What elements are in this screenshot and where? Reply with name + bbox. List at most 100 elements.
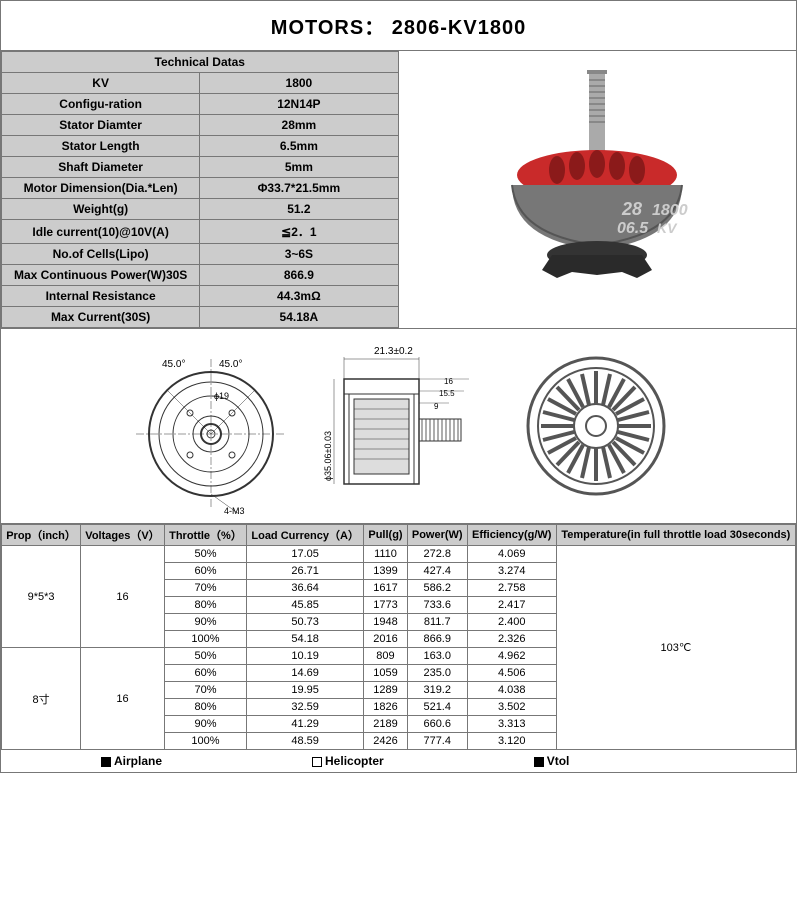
throttle-cell: 90% <box>164 716 246 733</box>
throttle-cell: 80% <box>164 699 246 716</box>
svg-text:ϕ19: ϕ19 <box>214 391 229 401</box>
current-cell: 19.95 <box>247 682 364 699</box>
current-cell: 50.73 <box>247 614 364 631</box>
pull-cell: 2016 <box>364 631 407 648</box>
spec-label: No.of Cells(Lipo) <box>2 244 200 265</box>
spec-label: Max Current(30S) <box>2 307 200 328</box>
eff-cell: 4.506 <box>467 665 556 682</box>
product-image: 28 06.5 1800 KV <box>399 51 797 328</box>
svg-text:9: 9 <box>434 402 439 411</box>
voltage-cell: 16 <box>81 546 165 648</box>
spec-value: 12N14P <box>200 94 398 115</box>
spec-label: Stator Diamter <box>2 115 200 136</box>
throttle-cell: 100% <box>164 733 246 750</box>
checkbox-empty-icon <box>312 757 322 767</box>
spec-value: 1800 <box>200 73 398 94</box>
power-cell: 319.2 <box>407 682 467 699</box>
spec-label: Configu-ration <box>2 94 200 115</box>
current-cell: 45.85 <box>247 597 364 614</box>
current-cell: 41.29 <box>247 716 364 733</box>
spec-value: 44.3mΩ <box>200 286 398 307</box>
svg-text:45.0°: 45.0° <box>219 359 242 370</box>
airplane-option: Airplane <box>101 754 162 768</box>
eff-cell: 4.038 <box>467 682 556 699</box>
eff-cell: 3.120 <box>467 733 556 750</box>
perf-header: Pull(g) <box>364 525 407 546</box>
eff-cell: 3.313 <box>467 716 556 733</box>
spec-label: KV <box>2 73 200 94</box>
svg-text:1800: 1800 <box>652 202 688 219</box>
throttle-cell: 100% <box>164 631 246 648</box>
power-cell: 660.6 <box>407 716 467 733</box>
datasheet-container: MOTORS： 2806-KV1800 Technical Datas KV18… <box>0 0 797 773</box>
spec-label: Internal Resistance <box>2 286 200 307</box>
helicopter-option: Helicopter <box>312 754 384 768</box>
voltage-cell: 16 <box>81 648 165 750</box>
power-cell: 163.0 <box>407 648 467 665</box>
pull-cell: 1289 <box>364 682 407 699</box>
svg-text:21.3±0.2: 21.3±0.2 <box>374 346 413 357</box>
spec-value: 3~6S <box>200 244 398 265</box>
eff-cell: 2.400 <box>467 614 556 631</box>
eff-cell: 2.758 <box>467 580 556 597</box>
svg-text:4-M3: 4-M3 <box>224 506 245 514</box>
power-cell: 811.7 <box>407 614 467 631</box>
current-cell: 10.19 <box>247 648 364 665</box>
power-cell: 733.6 <box>407 597 467 614</box>
vtol-option: Vtol <box>534 754 570 768</box>
pull-cell: 809 <box>364 648 407 665</box>
spec-label: Weight(g) <box>2 199 200 220</box>
spec-value: 51.2 <box>200 199 398 220</box>
page-title: MOTORS： 2806-KV1800 <box>1 1 796 50</box>
svg-text:ϕ35.06±0.03: ϕ35.06±0.03 <box>323 430 333 480</box>
current-cell: 14.69 <box>247 665 364 682</box>
current-cell: 26.71 <box>247 563 364 580</box>
checkbox-filled-icon <box>534 757 544 767</box>
checkbox-filled-icon <box>101 757 111 767</box>
eff-cell: 3.274 <box>467 563 556 580</box>
spec-value: 866.9 <box>200 265 398 286</box>
power-cell: 427.4 <box>407 563 467 580</box>
svg-text:06.5: 06.5 <box>617 220 649 237</box>
perf-header: Load Currency（A） <box>247 525 364 546</box>
current-cell: 54.18 <box>247 631 364 648</box>
pull-cell: 1110 <box>364 546 407 563</box>
current-cell: 17.05 <box>247 546 364 563</box>
performance-table: Prop（inch）Voltages（V）Throttle（%）Load Cur… <box>1 524 796 750</box>
perf-header: Power(W) <box>407 525 467 546</box>
pull-cell: 1059 <box>364 665 407 682</box>
spec-value: 6.5mm <box>200 136 398 157</box>
power-cell: 866.9 <box>407 631 467 648</box>
svg-text:KV: KV <box>657 220 678 236</box>
throttle-cell: 90% <box>164 614 246 631</box>
eff-cell: 2.326 <box>467 631 556 648</box>
spec-label: Max Continuous Power(W)30S <box>2 265 200 286</box>
svg-text:15.5: 15.5 <box>439 389 455 398</box>
spec-value: 54.18A <box>200 307 398 328</box>
spec-label: Stator Length <box>2 136 200 157</box>
power-cell: 777.4 <box>407 733 467 750</box>
perf-header: Efficiency(g/W) <box>467 525 556 546</box>
pull-cell: 2426 <box>364 733 407 750</box>
eff-cell: 3.502 <box>467 699 556 716</box>
current-cell: 48.59 <box>247 733 364 750</box>
spec-label: Shaft Diameter <box>2 157 200 178</box>
diagram-top-view: 45.0° 45.0° ϕ19 4-M3 <box>124 339 299 514</box>
throttle-cell: 70% <box>164 580 246 597</box>
throttle-cell: 60% <box>164 665 246 682</box>
pull-cell: 1826 <box>364 699 407 716</box>
throttle-cell: 50% <box>164 546 246 563</box>
spec-header: Technical Datas <box>2 52 399 73</box>
motor-svg: 28 06.5 1800 KV <box>457 60 737 320</box>
eff-cell: 4.069 <box>467 546 556 563</box>
power-cell: 272.8 <box>407 546 467 563</box>
perf-header: Temperature(in full throttle load 30seco… <box>556 525 795 546</box>
power-cell: 521.4 <box>407 699 467 716</box>
pull-cell: 2189 <box>364 716 407 733</box>
temp-cell: 103℃ <box>556 546 795 750</box>
pull-cell: 1617 <box>364 580 407 597</box>
pull-cell: 1948 <box>364 614 407 631</box>
eff-cell: 2.417 <box>467 597 556 614</box>
diagram-side-view: 21.3±0.2 16 15.5 9 <box>319 339 499 514</box>
svg-text:28: 28 <box>621 199 642 219</box>
